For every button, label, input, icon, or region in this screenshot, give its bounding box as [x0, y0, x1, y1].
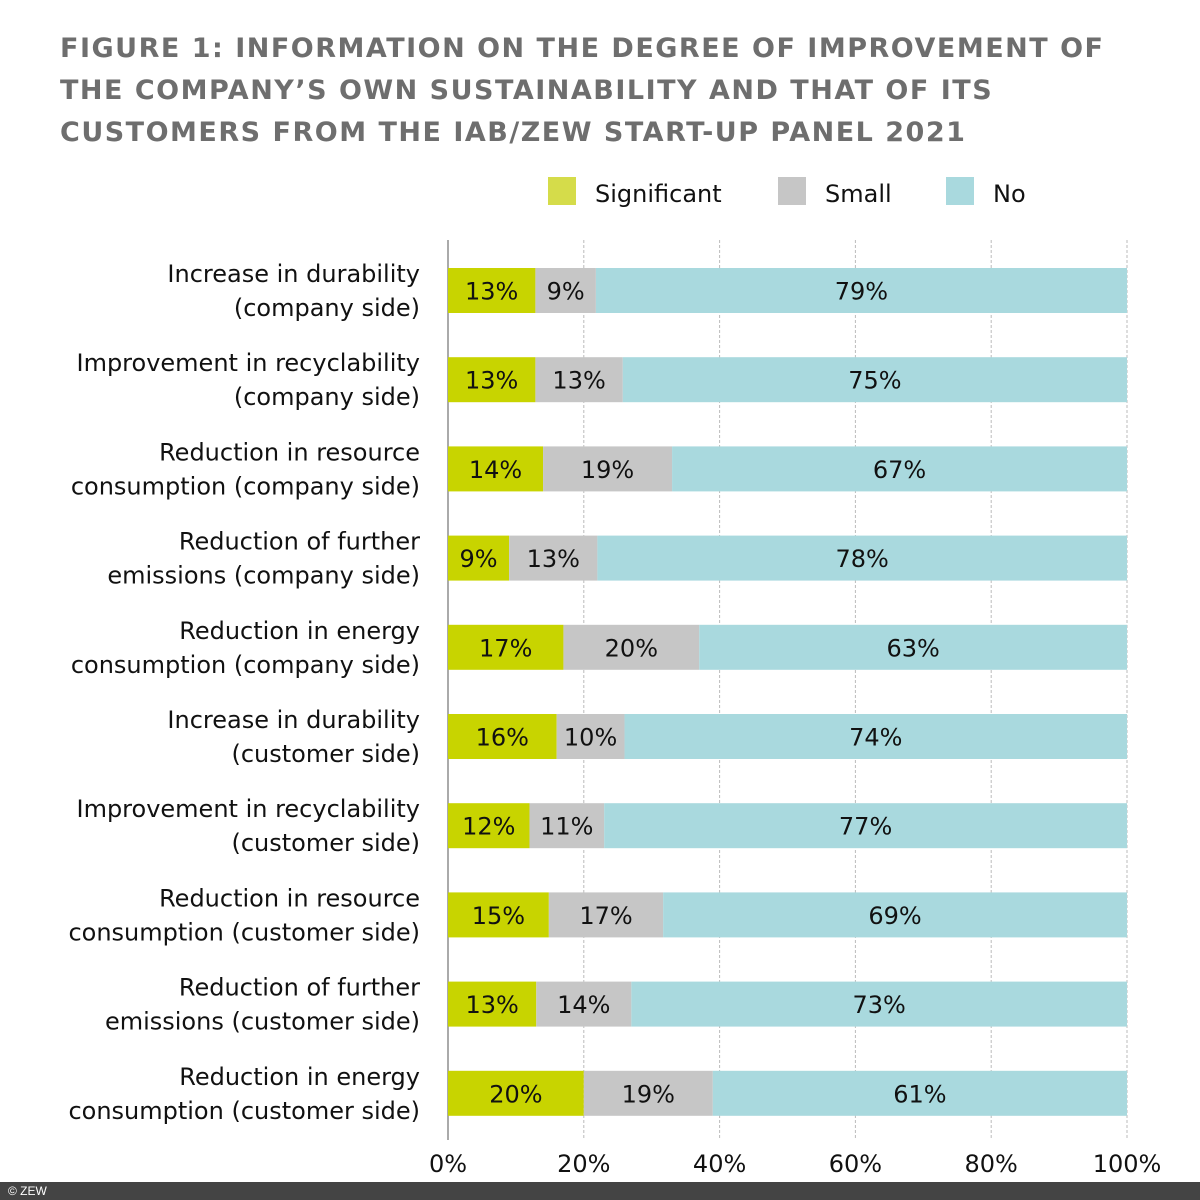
- category-label: consumption (customer side): [68, 918, 420, 946]
- data-label: 73%: [852, 991, 905, 1019]
- x-tick-label: 60%: [829, 1150, 882, 1178]
- data-label: 10%: [564, 724, 617, 752]
- bar-segment-significant: [448, 535, 510, 581]
- data-label: 13%: [465, 991, 518, 1019]
- category-label: (customer side): [231, 829, 420, 857]
- bar-segment-small: [536, 981, 632, 1027]
- category-label: emissions (customer side): [105, 1008, 420, 1036]
- category-label: Improvement in recyclability: [76, 349, 420, 377]
- legend-label-no: No: [993, 180, 1026, 208]
- category-label: Increase in durability: [167, 706, 420, 734]
- category-label: Increase in durability: [167, 260, 420, 288]
- x-tick-label: 20%: [557, 1150, 610, 1178]
- bar-segment-small: [563, 624, 700, 670]
- category-label: Reduction in energy: [179, 1063, 420, 1091]
- bar-segment-no: [604, 803, 1127, 849]
- legend-swatch-small: [778, 177, 806, 205]
- category-label: Improvement in recyclability: [76, 795, 420, 823]
- bar-segment-no: [699, 624, 1127, 670]
- data-label: 9%: [547, 278, 585, 306]
- data-label: 14%: [469, 456, 522, 484]
- bar-segment-significant: [448, 357, 536, 403]
- bar-segment-small: [548, 892, 664, 938]
- bar-segment-significant: [448, 268, 536, 313]
- data-label: 13%: [465, 367, 518, 395]
- data-label: 19%: [622, 1080, 675, 1108]
- x-tick-label: 0%: [429, 1150, 467, 1178]
- chart-title: Figure 1: Information on the degree of i…: [60, 33, 1105, 148]
- data-label: 17%: [579, 902, 632, 930]
- bar-segment-significant: [448, 714, 557, 759]
- legend-label-significant: Significant: [595, 180, 722, 208]
- category-label: consumption (customer side): [68, 1097, 420, 1125]
- bar-segment-no: [631, 981, 1127, 1027]
- legend-swatch-no: [946, 177, 974, 205]
- category-label: (company side): [234, 294, 420, 322]
- bar-segment-small: [529, 803, 605, 849]
- bar-segment-no: [712, 1070, 1127, 1116]
- x-tick-label: 100%: [1093, 1150, 1162, 1178]
- bar-segment-significant: [448, 892, 549, 938]
- bar-segment-small: [583, 1070, 713, 1116]
- data-label: 75%: [848, 367, 901, 395]
- copyright-footer: © ZEW: [0, 1182, 1200, 1200]
- data-label: 13%: [552, 367, 605, 395]
- data-label: 13%: [527, 545, 580, 573]
- bar-segment-significant: [448, 803, 530, 849]
- bar-segment-no: [663, 892, 1127, 938]
- data-label: 9%: [460, 545, 498, 573]
- bar-segment-no: [597, 535, 1127, 581]
- data-label: 69%: [868, 902, 921, 930]
- data-label: 20%: [605, 634, 658, 662]
- data-label: 78%: [836, 545, 889, 573]
- bar-segment-no: [595, 268, 1127, 313]
- data-label: 20%: [489, 1080, 542, 1108]
- bar-segment-significant: [448, 624, 564, 670]
- data-label: 16%: [476, 724, 529, 752]
- data-label: 15%: [472, 902, 525, 930]
- category-label: (company side): [234, 383, 420, 411]
- data-label: 61%: [893, 1080, 946, 1108]
- x-tick-label: 40%: [693, 1150, 746, 1178]
- data-label: 11%: [540, 813, 593, 841]
- category-label: Reduction in energy: [179, 617, 420, 645]
- data-label: 14%: [557, 991, 610, 1019]
- data-label: 12%: [462, 813, 515, 841]
- x-tick-label: 80%: [965, 1150, 1018, 1178]
- bar-segment-no: [672, 446, 1127, 492]
- category-label: Reduction of further: [179, 528, 420, 556]
- data-label: 77%: [839, 813, 892, 841]
- bar-segment-significant: [448, 1070, 584, 1116]
- data-label: 13%: [465, 278, 518, 306]
- data-label: 17%: [479, 634, 532, 662]
- legend-label-small: Small: [825, 180, 892, 208]
- legend-swatch-significant: [548, 177, 576, 205]
- data-label: 19%: [581, 456, 634, 484]
- category-label: Reduction of further: [179, 974, 420, 1002]
- category-label: (customer side): [231, 740, 420, 768]
- category-label: consumption (company side): [71, 472, 420, 500]
- data-label: 63%: [886, 634, 939, 662]
- data-label: 79%: [835, 278, 888, 306]
- bar-segment-no: [624, 714, 1127, 759]
- data-label: 67%: [873, 456, 926, 484]
- bar-segment-small: [535, 357, 623, 403]
- category-label: Reduction in resource: [159, 884, 420, 912]
- category-label: emissions (company side): [107, 562, 420, 590]
- bar-segment-significant: [448, 981, 537, 1027]
- bar-segment-no: [622, 357, 1127, 403]
- bar-segment-small: [535, 268, 596, 313]
- category-label: Reduction in resource: [159, 438, 420, 466]
- data-label: 74%: [849, 724, 902, 752]
- bar-segment-small: [543, 446, 673, 492]
- category-label: consumption (company side): [71, 651, 420, 679]
- bar-segment-small: [509, 535, 598, 581]
- bar-segment-small: [556, 714, 625, 759]
- bar-segment-significant: [448, 446, 544, 492]
